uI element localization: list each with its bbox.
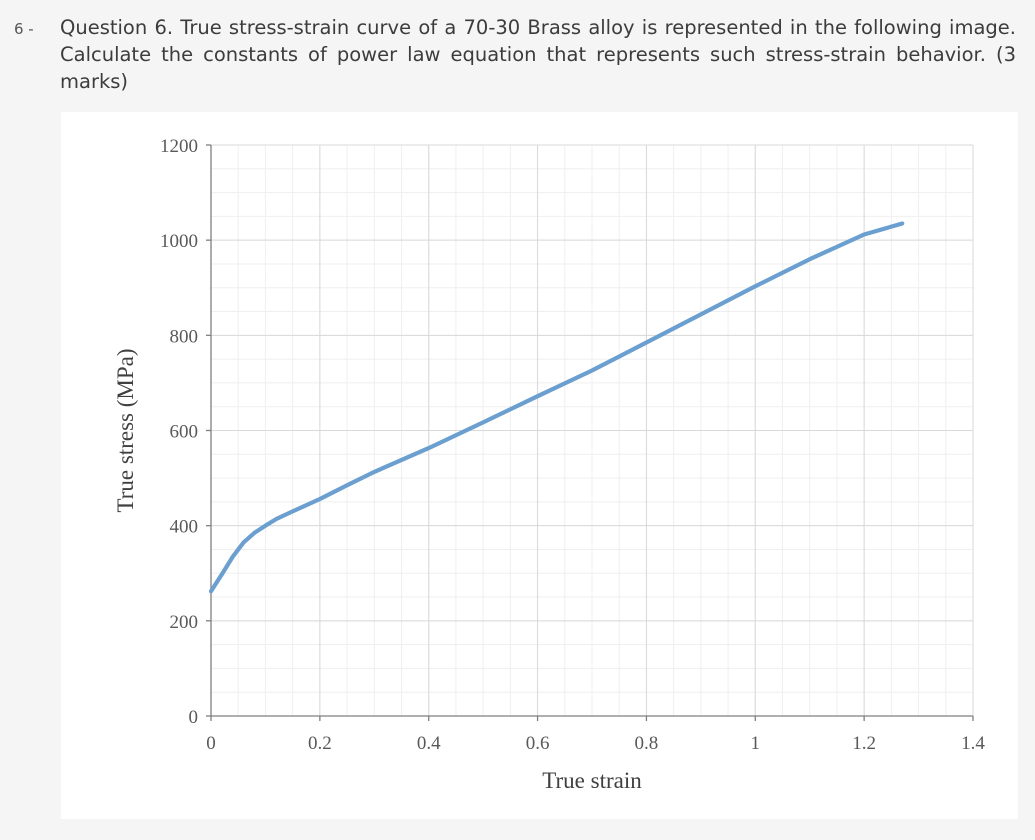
x-tick-label: 0.2 <box>308 733 332 754</box>
y-tick-label: 200 <box>170 612 199 633</box>
chart-axes <box>206 144 974 721</box>
chart-container: 0 0.2 0.4 0.6 0.8 1 1.2 1.4 0 200 400 600 800 1000 12… <box>61 112 1018 819</box>
x-axis-label: True strain <box>542 768 642 793</box>
x-tick-labels: 0 0.2 0.4 0.6 0.8 1 1.2 1.4 <box>206 733 985 754</box>
x-tick-label: 0.4 <box>417 733 441 754</box>
y-tick-label: 400 <box>170 517 199 538</box>
x-tick-label: 1.2 <box>852 733 876 754</box>
y-tick-label: 800 <box>170 326 199 347</box>
y-tick-label: 1200 <box>160 136 198 157</box>
chart-series <box>208 221 905 594</box>
y-tick-label: 600 <box>170 422 199 443</box>
series-line <box>208 221 905 594</box>
question-text: Question 6. True stress-strain curve of … <box>60 16 1016 93</box>
x-tick-label: 1.4 <box>961 733 985 754</box>
chart-grid <box>210 144 974 717</box>
x-tick-label: 0.6 <box>526 733 550 754</box>
x-tick-label: 0 <box>206 733 216 754</box>
question-number: 6 - <box>14 20 34 38</box>
y-tick-labels: 0 200 400 600 800 1000 1200 <box>160 136 198 728</box>
y-tick-label: 1000 <box>160 231 198 252</box>
stress-strain-chart: 0 0.2 0.4 0.6 0.8 1 1.2 1.4 0 200 400 600 800 1000 12… <box>113 136 985 793</box>
y-axis-label: True stress (MPa) <box>113 349 138 513</box>
x-tick-label: 0.8 <box>635 733 659 754</box>
y-tick-label: 0 <box>189 707 199 728</box>
x-tick-label: 1 <box>751 733 761 754</box>
